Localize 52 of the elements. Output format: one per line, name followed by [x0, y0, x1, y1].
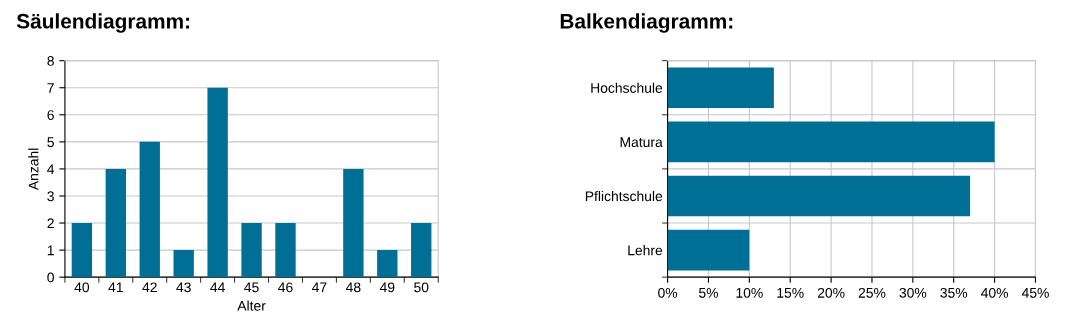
x-tick-label: 40%	[981, 287, 1008, 298]
y-tick-label: Hochschule	[591, 82, 663, 93]
chart-title: Säulendiagramm:	[16, 13, 190, 33]
x-tick-label: 45	[244, 282, 259, 293]
bar	[411, 223, 432, 278]
y-tick-label: 8	[47, 56, 54, 66]
x-tick-label: 15%	[777, 288, 804, 298]
y-tick-label: 7	[47, 83, 54, 93]
bar	[667, 175, 971, 217]
bar	[139, 141, 160, 278]
x-tick-label: 20%	[817, 287, 845, 298]
x-tick-label: 41	[108, 282, 123, 293]
x-axis-title: Alter	[237, 300, 266, 311]
y-tick-label: 1	[47, 245, 54, 256]
bar	[71, 223, 93, 278]
y-tick-label: Pflichtschule	[585, 190, 663, 202]
x-tick-label: 42	[142, 282, 157, 293]
y-tick-label: Lehre	[628, 245, 663, 256]
y-tick-label: 3	[47, 191, 54, 202]
bar	[173, 250, 194, 278]
x-tick-label: 40	[74, 282, 90, 293]
x-tick-label: 48	[345, 282, 361, 293]
x-tick-label: 43	[176, 282, 191, 293]
y-tick-label: 4	[47, 164, 55, 174]
x-tick-label: 44	[210, 282, 225, 293]
y-tick-label: 0	[47, 272, 54, 283]
x-tick-label: 50	[414, 282, 429, 293]
x-tick-label: 30%	[899, 287, 927, 298]
x-tick-label: 45%	[1021, 288, 1049, 298]
bar	[207, 87, 228, 278]
bar	[667, 67, 774, 109]
y-tick-label: Matura	[620, 137, 663, 148]
x-tick-label: 10%	[736, 287, 763, 298]
y-tick-label: 5	[47, 137, 54, 148]
bar	[241, 223, 262, 278]
y-tick-label: 6	[47, 110, 54, 120]
bar	[343, 168, 364, 278]
x-tick-label: 25%	[858, 287, 886, 298]
chart-title: Balkendiagramm:	[560, 13, 733, 33]
x-tick-label: 5%	[698, 288, 719, 298]
x-tick-label: 0%	[658, 287, 678, 298]
y-axis-title: Anzahl	[28, 148, 39, 191]
y-tick-label: 2	[47, 218, 54, 229]
x-tick-label: 35%	[940, 287, 968, 298]
bar	[377, 250, 398, 278]
bar	[275, 223, 296, 278]
bar	[667, 229, 750, 271]
x-tick-label: 46	[278, 282, 293, 293]
bar	[105, 168, 126, 278]
bar	[667, 121, 995, 163]
x-tick-label: 47	[312, 282, 327, 293]
x-tick-label: 49	[379, 282, 395, 293]
